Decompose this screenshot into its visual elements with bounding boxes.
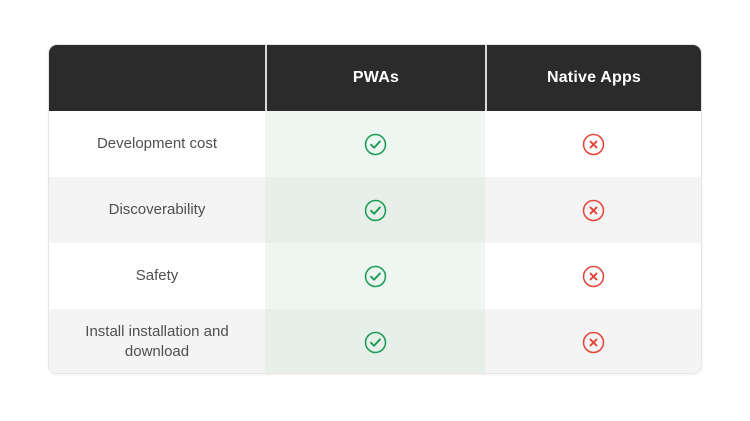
table-row-cell: Safety bbox=[49, 243, 265, 309]
header-cell-pwas: PWAs bbox=[265, 45, 485, 111]
row-label: Install installation and download bbox=[85, 322, 229, 360]
native-value-cell bbox=[485, 243, 701, 309]
native-value-cell bbox=[485, 177, 701, 243]
table-row-cell: Discoverability bbox=[49, 177, 265, 243]
cross-circle-icon bbox=[582, 133, 604, 155]
cross-circle-icon bbox=[582, 199, 604, 221]
table-row-cell: Development cost bbox=[49, 111, 265, 177]
header-cell-native-apps: Native Apps bbox=[485, 45, 701, 111]
pwas-value-cell bbox=[265, 111, 485, 177]
cross-circle-icon bbox=[582, 265, 604, 287]
pwas-value-cell bbox=[265, 177, 485, 243]
pwas-value-cell bbox=[265, 309, 485, 373]
check-circle-icon bbox=[364, 265, 386, 287]
cross-circle-icon bbox=[582, 331, 604, 353]
row-label: Safety bbox=[135, 266, 179, 284]
table-row-cell: Install installation and download bbox=[49, 309, 265, 373]
row-label: Discoverability bbox=[108, 200, 206, 218]
pwas-value-cell bbox=[265, 243, 485, 309]
check-circle-icon bbox=[364, 331, 386, 353]
native-value-cell bbox=[485, 309, 701, 373]
check-circle-icon bbox=[364, 199, 386, 221]
native-value-cell bbox=[485, 111, 701, 177]
row-label: Development cost bbox=[96, 134, 218, 152]
check-circle-icon bbox=[364, 133, 386, 155]
comparison-table: PWAs Native Apps Development cost Discov… bbox=[48, 44, 702, 374]
header-cell-feature bbox=[49, 45, 265, 111]
